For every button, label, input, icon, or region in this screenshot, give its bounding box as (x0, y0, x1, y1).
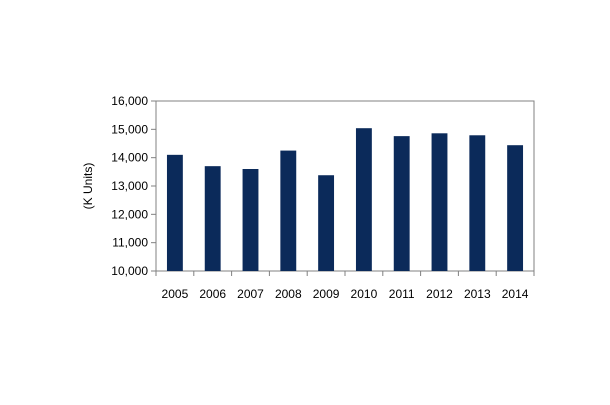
bar-2013 (469, 135, 486, 271)
y-tick-label: 10,000 (111, 264, 148, 278)
bar-2012 (431, 133, 448, 271)
x-axis-tick-labels: 2005 2006 2007 2008 2009 2010 2011 2012 2013 2014 (162, 287, 529, 301)
x-tick-label: 2008 (275, 287, 302, 301)
y-axis-tick-labels: 10,000 11,000 12,000 13,000 14,000 15,000 16,0… (111, 94, 148, 278)
bar-2007 (242, 169, 259, 271)
bar-2011 (393, 136, 410, 271)
x-tick-label: 2009 (313, 287, 340, 301)
y-axis-label: (K Units) (81, 163, 95, 210)
x-tick-label: 2011 (389, 287, 415, 301)
x-tick-label: 2006 (199, 287, 226, 301)
x-tick-label: 2013 (464, 287, 491, 301)
y-tick-label: 12,000 (111, 207, 148, 221)
x-tick-label: 2005 (162, 287, 189, 301)
bar-2010 (355, 128, 372, 271)
y-tick-label: 11,000 (112, 236, 148, 250)
bar-2008 (280, 150, 297, 271)
x-tick-label: 2014 (502, 287, 529, 301)
y-tick-label: 16,000 (111, 94, 148, 108)
y-tick-label: 15,000 (111, 122, 148, 136)
y-axis-ticks (151, 100, 156, 272)
x-tick-label: 2012 (426, 287, 453, 301)
y-tick-label: 14,000 (111, 151, 148, 165)
bars (166, 128, 524, 271)
x-axis-ticks (155, 271, 535, 276)
x-tick-label: 2007 (237, 287, 264, 301)
bar-2005 (166, 154, 183, 271)
x-tick-label: 2010 (351, 287, 378, 301)
bar-2006 (204, 166, 221, 271)
y-tick-label: 13,000 (111, 179, 148, 193)
bar-2014 (507, 145, 524, 271)
bar-2009 (318, 175, 335, 271)
